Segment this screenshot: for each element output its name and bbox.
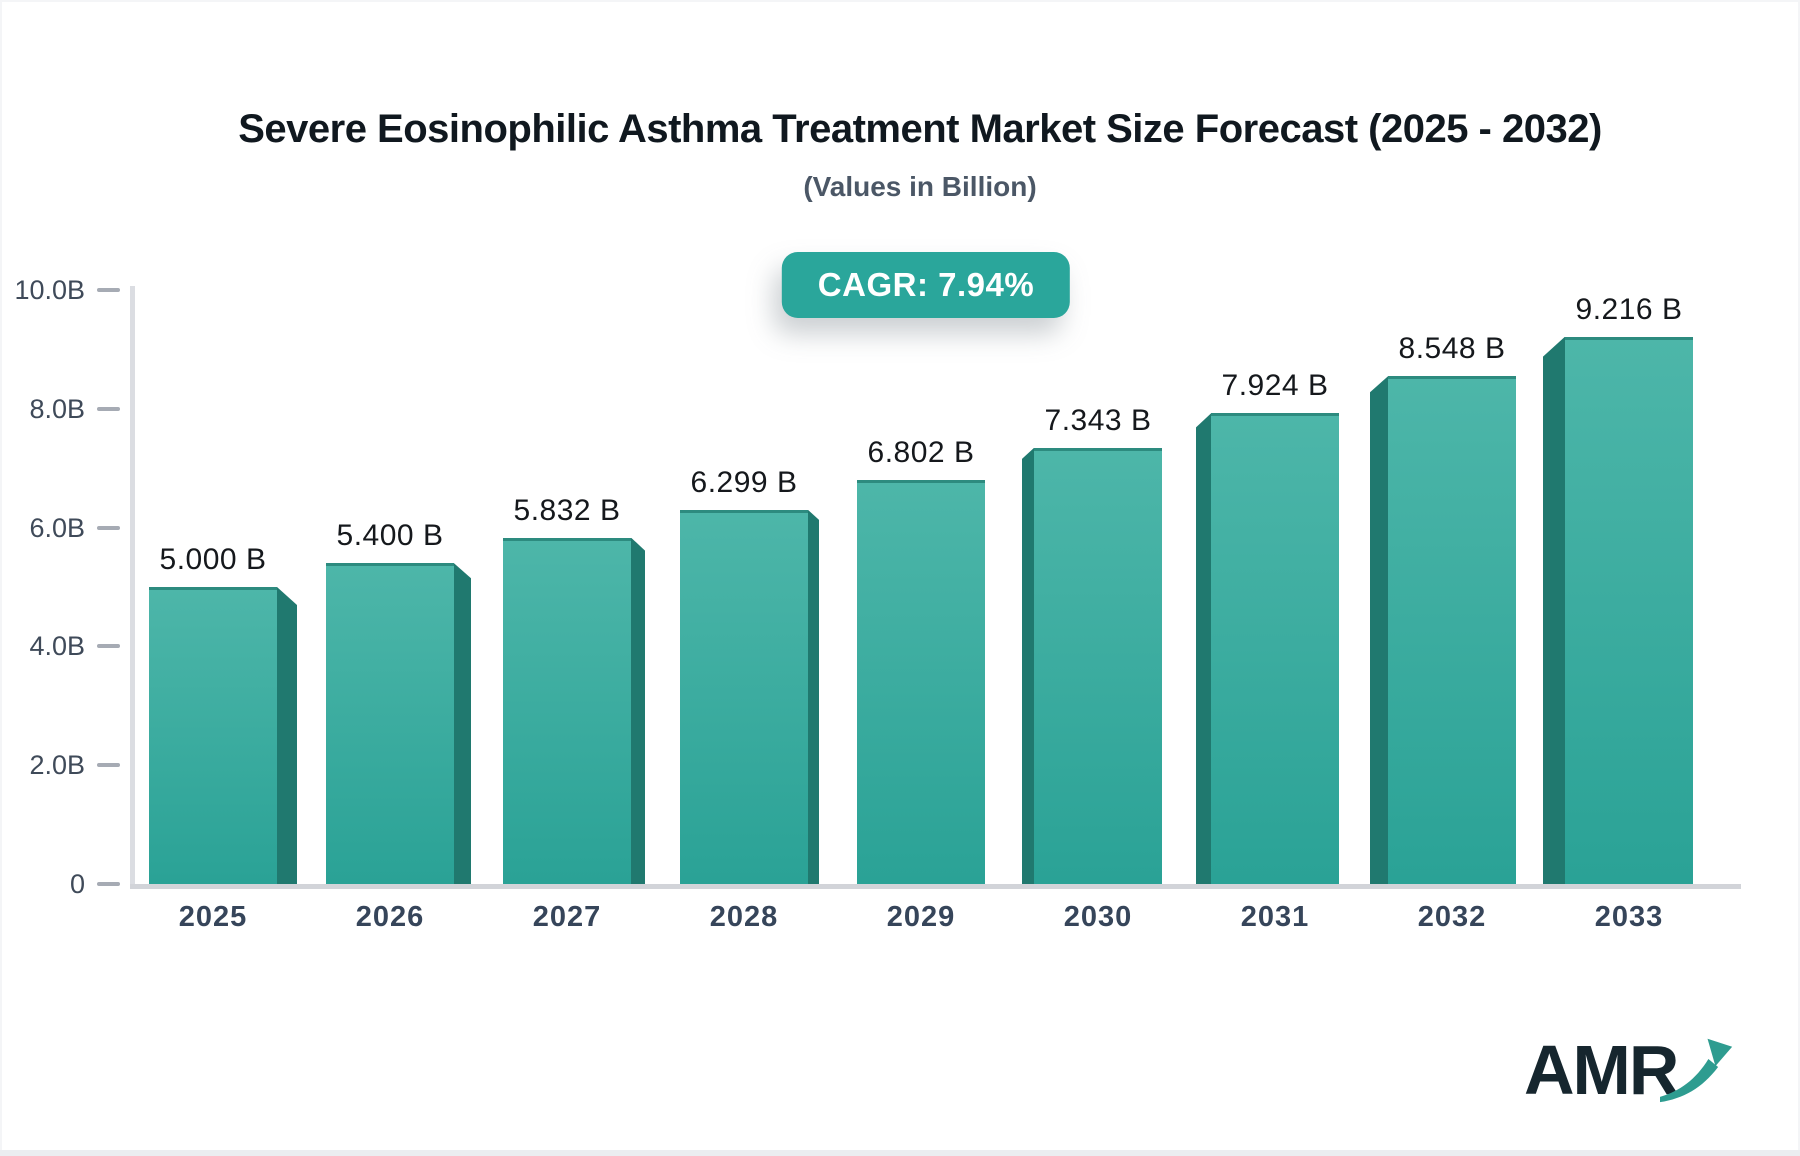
y-axis-line bbox=[130, 286, 135, 888]
x-axis-label: 2025 bbox=[178, 901, 248, 933]
y-axis-tick-label: 10.0B bbox=[14, 275, 85, 305]
chart-title: Severe Eosinophilic Asthma Treatment Mar… bbox=[238, 107, 1602, 151]
y-axis-tick-label: 8.0B bbox=[29, 393, 85, 424]
bar-3d-side bbox=[808, 509, 819, 884]
x-axis-label: 2030 bbox=[1063, 901, 1133, 933]
bar bbox=[857, 479, 985, 884]
cagr-badge: CAGR: 7.94% bbox=[781, 252, 1071, 318]
bar-value-label: 7.924 B bbox=[1221, 369, 1329, 403]
x-axis-label: 2033 bbox=[1594, 901, 1664, 933]
growth-arrow-icon bbox=[1660, 1038, 1733, 1103]
y-axis-tick-mark bbox=[97, 644, 120, 649]
y-axis-tick-mark bbox=[97, 882, 120, 886]
y-axis-tick-mark bbox=[97, 406, 120, 411]
x-axis-label: 2028 bbox=[709, 901, 779, 933]
bar bbox=[1388, 376, 1516, 884]
bar-3d-side bbox=[1543, 336, 1565, 884]
bar-value-label: 5.400 B bbox=[336, 519, 444, 553]
bar bbox=[1565, 336, 1693, 884]
bar-3d-side bbox=[454, 563, 471, 884]
bar-value-label: 6.299 B bbox=[690, 465, 798, 499]
x-axis-label: 2032 bbox=[1417, 901, 1487, 933]
bar-value-label: 6.802 B bbox=[867, 435, 975, 469]
x-axis-label: 2027 bbox=[532, 901, 602, 933]
bar bbox=[1034, 447, 1162, 884]
bar-3d-side bbox=[1022, 447, 1034, 884]
amr-logo: AMR bbox=[1524, 1030, 1733, 1120]
page-bottom-edge bbox=[0, 1150, 1800, 1156]
x-axis-label: 2029 bbox=[886, 901, 956, 933]
y-axis-tick-mark bbox=[97, 288, 120, 292]
x-axis-label: 2031 bbox=[1240, 901, 1310, 933]
amr-logo-text: AMR bbox=[1524, 1031, 1679, 1109]
y-axis-tick-label: 0 bbox=[69, 869, 85, 899]
y-axis-tick-mark bbox=[97, 763, 120, 768]
bar bbox=[680, 509, 808, 884]
x-axis-line bbox=[130, 884, 1741, 889]
bar bbox=[1211, 413, 1339, 884]
bar-value-label: 7.343 B bbox=[1044, 403, 1152, 437]
bar-3d-side bbox=[1370, 376, 1388, 884]
x-axis-label: 2026 bbox=[355, 901, 425, 933]
chart-subtitle: (Values in Billion) bbox=[803, 171, 1037, 202]
bar bbox=[149, 587, 277, 884]
bar-3d-side bbox=[631, 537, 645, 884]
bar bbox=[503, 537, 631, 884]
bar-value-label: 8.548 B bbox=[1398, 332, 1506, 366]
y-axis-tick-label: 6.0B bbox=[29, 512, 85, 543]
bar-3d-side bbox=[277, 587, 297, 884]
bar-3d-side bbox=[1196, 413, 1211, 884]
bar bbox=[326, 563, 454, 884]
bar-value-label: 5.832 B bbox=[513, 493, 621, 527]
bar-value-label: 9.216 B bbox=[1575, 292, 1683, 326]
y-axis-tick-label: 4.0B bbox=[29, 631, 85, 662]
bar-value-label: 5.000 B bbox=[159, 543, 267, 576]
y-axis-tick-mark bbox=[97, 525, 120, 530]
y-axis-tick-label: 2.0B bbox=[29, 750, 85, 781]
